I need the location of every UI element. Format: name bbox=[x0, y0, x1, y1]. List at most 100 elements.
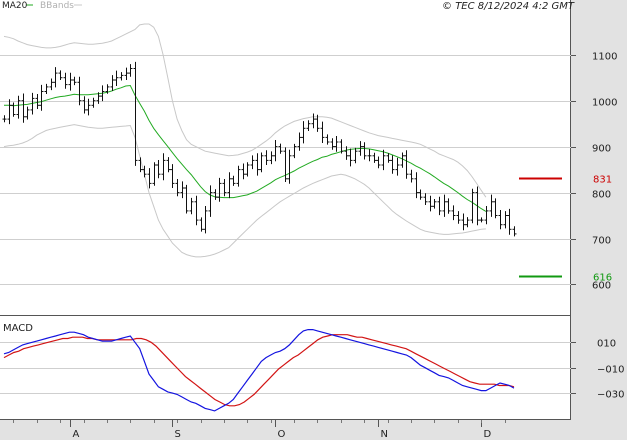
price-bar bbox=[180, 181, 185, 199]
price-bar bbox=[498, 210, 503, 230]
price-bar bbox=[199, 217, 204, 232]
x-tick-label: S bbox=[175, 429, 181, 440]
price-bar bbox=[231, 175, 236, 186]
price-bar bbox=[404, 150, 409, 179]
price-bar bbox=[222, 179, 227, 197]
price-bar bbox=[133, 61, 138, 166]
price-bar bbox=[381, 149, 386, 171]
price-bar bbox=[451, 205, 456, 221]
price-bar bbox=[250, 155, 255, 170]
price-bar bbox=[503, 211, 508, 229]
price-bar bbox=[227, 172, 232, 199]
macd-signal-line bbox=[3, 334, 515, 407]
macd-title: MACD bbox=[3, 323, 33, 334]
price-bar bbox=[376, 156, 381, 169]
price-tick-label: 700 bbox=[592, 236, 611, 247]
price-bar bbox=[203, 206, 208, 234]
price-bar bbox=[283, 147, 288, 182]
price-bar bbox=[82, 96, 87, 114]
price-bar bbox=[39, 84, 44, 111]
legend: MA20 BBands bbox=[2, 1, 82, 11]
price-bar bbox=[7, 99, 12, 125]
price-bar bbox=[395, 157, 400, 176]
price-bar bbox=[138, 157, 143, 173]
price-tick-label: 600 bbox=[592, 281, 611, 292]
gridlines bbox=[0, 55, 571, 394]
price-bar bbox=[269, 151, 274, 165]
price-bar bbox=[320, 121, 325, 143]
price-bar bbox=[194, 195, 199, 226]
price-bar bbox=[437, 196, 442, 216]
price-bar bbox=[315, 114, 320, 132]
price-bar bbox=[119, 72, 124, 81]
price-bar bbox=[16, 95, 21, 119]
price-bar bbox=[348, 148, 353, 167]
price-bar bbox=[44, 83, 49, 94]
price-bar bbox=[325, 134, 330, 145]
price-bar bbox=[245, 162, 250, 177]
macd-tick-label: −030 bbox=[597, 390, 624, 401]
price-bar bbox=[493, 198, 498, 219]
price-bar bbox=[91, 97, 96, 108]
price-bar bbox=[35, 94, 40, 109]
price-bars bbox=[2, 61, 517, 237]
price-bar bbox=[339, 139, 344, 154]
price-bar bbox=[255, 153, 260, 176]
axis-ticks: 600 700 800 900 1000 1100 010 −010 −030 A S O N D bbox=[13, 52, 624, 440]
bottom-axis-panel bbox=[0, 420, 627, 440]
price-bar bbox=[278, 143, 283, 154]
price-bar bbox=[21, 93, 26, 123]
price-bar bbox=[184, 184, 189, 214]
price-level-label: 831 bbox=[593, 175, 612, 186]
x-tick-label: A bbox=[73, 429, 80, 440]
price-bar bbox=[30, 92, 35, 115]
price-bar bbox=[428, 195, 433, 212]
x-tick-label: O bbox=[278, 429, 286, 440]
price-bar bbox=[114, 70, 119, 86]
price-bar bbox=[512, 226, 517, 237]
macd-lines bbox=[3, 329, 515, 412]
price-bar bbox=[166, 157, 171, 173]
price-bar bbox=[142, 165, 147, 178]
price-tick-label: 1100 bbox=[592, 52, 617, 63]
price-bar bbox=[367, 149, 372, 162]
price-bar bbox=[461, 213, 466, 231]
price-bar bbox=[423, 193, 428, 205]
price-bar bbox=[11, 102, 16, 117]
bollinger-bands bbox=[3, 23, 487, 258]
price-bar bbox=[63, 72, 68, 89]
price-bar bbox=[217, 177, 222, 202]
price-bar bbox=[287, 149, 292, 184]
price-bar bbox=[49, 78, 54, 91]
price-bar bbox=[2, 115, 7, 123]
price-bar bbox=[156, 160, 161, 179]
price-bar bbox=[264, 150, 269, 165]
price-bar bbox=[175, 179, 180, 197]
price-bar bbox=[362, 142, 367, 160]
price-bar bbox=[273, 140, 278, 162]
price-bar bbox=[306, 120, 311, 131]
macd-line bbox=[3, 329, 515, 412]
price-bar bbox=[236, 165, 241, 187]
price-bar bbox=[58, 70, 63, 80]
bb-upper-line bbox=[3, 23, 487, 198]
price-bar bbox=[484, 206, 489, 225]
price-bar bbox=[170, 164, 175, 188]
price-bar bbox=[446, 198, 451, 214]
price-bar bbox=[147, 168, 152, 189]
price-tick-label: 800 bbox=[592, 190, 611, 201]
price-bar bbox=[409, 169, 414, 183]
price-bar bbox=[330, 138, 335, 150]
price-bar bbox=[465, 217, 470, 228]
price-bar bbox=[353, 147, 358, 164]
price-bar bbox=[372, 152, 377, 163]
bb-lower-line bbox=[3, 124, 486, 258]
price-level-label: 616 bbox=[593, 273, 612, 284]
price-bar bbox=[386, 153, 391, 163]
macd-tick-label: 010 bbox=[597, 339, 616, 350]
price-bar bbox=[241, 163, 246, 180]
ma20-line-group bbox=[4, 84, 487, 212]
price-bar bbox=[96, 92, 101, 104]
